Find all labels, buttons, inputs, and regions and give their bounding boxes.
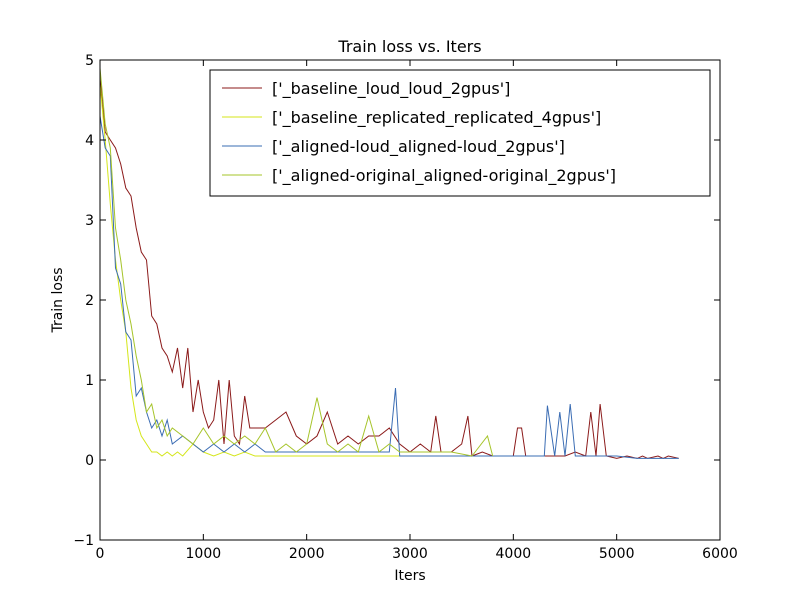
x-axis-label: Iters	[394, 568, 425, 584]
x-tick-label: 2000	[289, 546, 325, 562]
series-line-2	[99, 83, 410, 457]
y-tick-label: 0	[85, 453, 94, 469]
y-axis: −1 0 1 2 3 4 5	[73, 53, 720, 549]
legend-box	[209, 69, 711, 197]
y-tick-label: 1	[85, 373, 94, 389]
y-tick-label: 3	[85, 213, 94, 229]
y-axis-label: Train loss	[50, 267, 66, 333]
x-tick-label: 5000	[599, 546, 635, 562]
series-line-1	[99, 75, 679, 459]
y-tick-label: 5	[85, 53, 94, 69]
x-axis: 0 1000 2000 3000 4000 5000 6000	[96, 60, 738, 562]
chart-title: Train loss vs. Iters	[337, 37, 481, 56]
legend-label-3: ['_aligned-loud_aligned-loud_2gpus']	[272, 137, 565, 157]
x-tick-label: 4000	[496, 546, 532, 562]
legend-label-4: ['_aligned-original_aligned-original_2gp…	[272, 166, 616, 186]
legend-label-1: ['_baseline_loud_loud_2gpus']	[272, 79, 510, 99]
legend-label-2: ['_baseline_replicated_replicated_4gpus'…	[272, 108, 601, 128]
legend: ['_baseline_loud_loud_2gpus'] ['_baseline…	[209, 69, 711, 197]
y-tick-label: 4	[85, 133, 94, 149]
x-tick-label: 0	[96, 546, 105, 562]
y-tick-label: −1	[73, 533, 94, 549]
y-tick-label: 2	[85, 293, 94, 309]
x-tick-label: 6000	[702, 546, 738, 562]
series-line-4	[99, 67, 494, 457]
plot-area	[99, 67, 679, 459]
x-tick-label: 1000	[186, 546, 222, 562]
x-tick-label: 3000	[392, 546, 428, 562]
